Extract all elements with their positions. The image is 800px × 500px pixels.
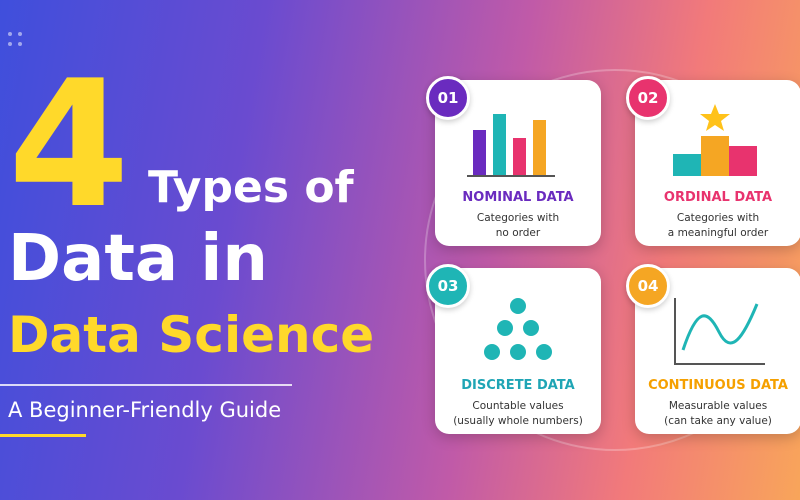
line: no order	[495, 227, 541, 239]
card-title: ORDINAL DATA	[663, 190, 773, 205]
line: (usually whole numbers)	[453, 415, 583, 427]
badge: 04	[626, 264, 670, 308]
title-line: Data in	[8, 222, 268, 296]
card: NOMINAL DATA Categories with no order	[435, 80, 601, 246]
underline	[0, 434, 86, 437]
title-line: Data Science	[8, 306, 375, 364]
line: Measurable values	[668, 400, 768, 412]
badge: 03	[426, 264, 470, 308]
badge: 01	[426, 76, 470, 120]
icon	[484, 298, 552, 360]
subtitle: A Beginner-Friendly Guide	[8, 398, 282, 422]
icon	[673, 104, 757, 176]
title-line: Types of	[148, 162, 354, 213]
card-description: Categories with a meaningful order	[635, 211, 800, 241]
card-title: DISCRETE DATA	[461, 378, 575, 393]
divider	[0, 384, 292, 386]
line: a meaningful order	[667, 227, 769, 239]
line: Countable values	[472, 400, 564, 412]
card-title: CONTINUOUS DATA	[648, 378, 788, 393]
big-number: 4	[8, 44, 130, 247]
icon	[467, 114, 555, 177]
icon	[674, 298, 765, 365]
badge: 02	[626, 76, 670, 120]
card-description: Countable values (usually whole numbers)	[435, 399, 601, 429]
line: Categories with	[476, 212, 560, 224]
card-description: Measurable values (can take any value)	[635, 399, 800, 429]
line: (can take any value)	[664, 415, 772, 427]
card-title: NOMINAL DATA	[462, 190, 574, 205]
card-description: Categories with no order	[435, 211, 601, 241]
line: Categories with	[676, 212, 760, 224]
